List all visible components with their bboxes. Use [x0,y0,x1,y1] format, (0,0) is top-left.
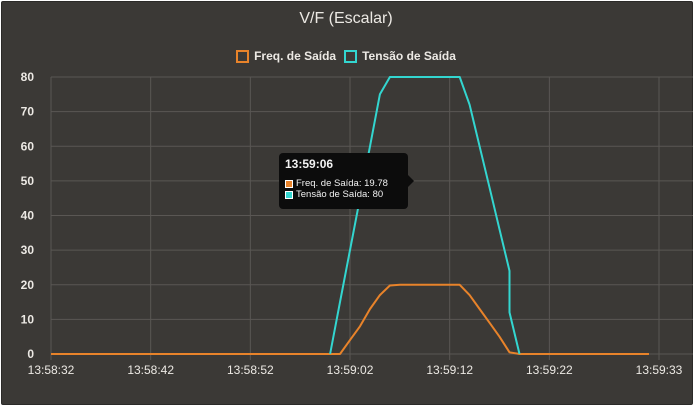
legend-item-freq[interactable]: Freq. de Saída [236,49,336,63]
tooltip-row-tensao: Tensão de Saída: 80 [285,189,402,200]
x-tick-label: 13:58:52 [227,363,274,377]
y-tick-label: 60 [21,139,35,153]
x-tick-label: 13:59:33 [636,363,683,377]
legend-swatch-tensao [344,49,358,63]
legend-label-tensao: Tensão de Saída [362,49,456,63]
y-tick-label: 80 [21,70,35,84]
series-line-tensao [329,76,521,355]
x-tick-label: 13:58:32 [28,363,75,377]
legend-label-freq: Freq. de Saída [254,49,337,63]
tooltip-row-freq: Freq. de Saída: 19.78 [285,178,402,189]
y-tick-label: 20 [21,278,35,292]
x-tick-label: 13:59:12 [426,363,473,377]
tooltip-swatch-freq [285,179,293,188]
y-tick-label: 70 [21,105,35,119]
y-tick-label: 50 [21,174,35,188]
chart-title: V/F (Escalar) [299,10,393,27]
tooltip: 13:59:06 Freq. de Saída: 19.78 Tensão de… [279,153,414,209]
x-tick-label: 13:59:22 [526,363,573,377]
legend-item-tensao[interactable]: Tensão de Saída [344,49,456,63]
y-tick-label: 30 [21,243,35,257]
y-tick-label: 10 [21,312,35,326]
y-tick-label: 40 [21,209,35,223]
series-line-freq [51,283,649,355]
x-tick-label: 13:59:02 [327,363,374,377]
x-tick-label: 13:58:42 [127,363,174,377]
tooltip-label-tensao: Tensão de Saída: 80 [296,189,384,200]
chart-legend: Freq. de Saída Tensão de Saída [0,49,692,63]
y-tick-label: 0 [27,347,34,361]
tooltip-title: 13:59:06 [285,157,334,171]
tooltip-swatch-tensao [285,190,293,199]
tooltip-label-freq: Freq. de Saída: 19.78 [296,178,388,189]
legend-swatch-freq [236,49,250,63]
